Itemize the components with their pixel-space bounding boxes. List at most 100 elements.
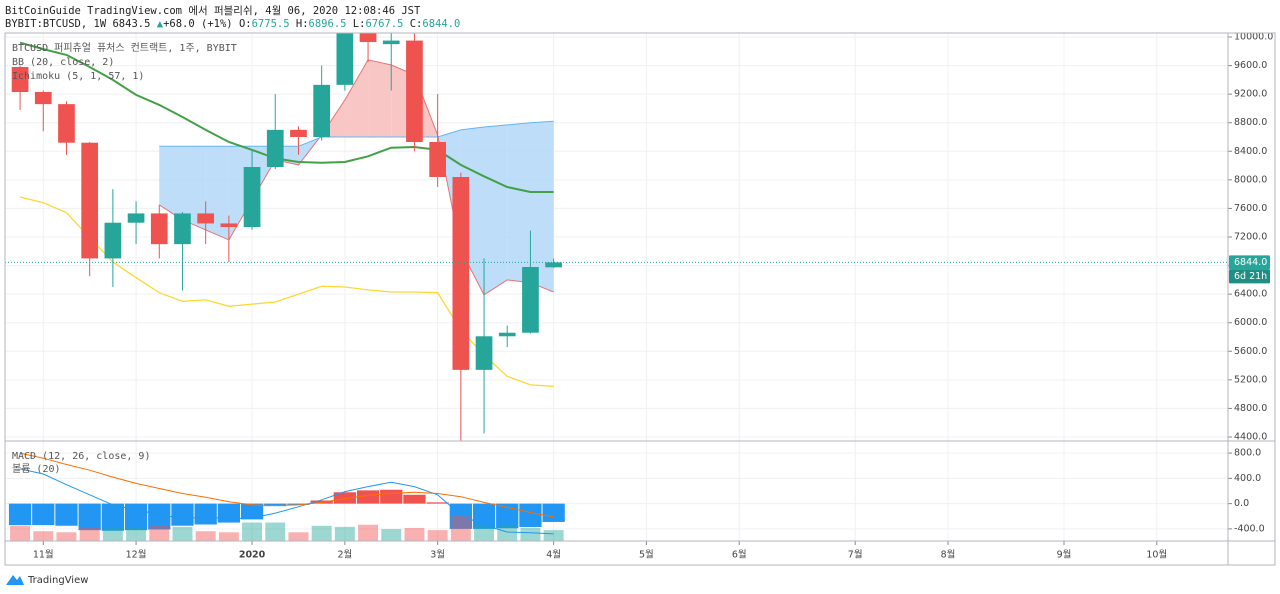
plot-layer: -400.0 0.0 400.0 800.0 11월 12월 2020 2월 3월 4월 5월 6월 7…: [5, 32, 1273, 561]
volume-bar: [497, 525, 518, 541]
histogram-bar: [124, 503, 148, 531]
volume-bar: [149, 525, 170, 541]
histogram-bar: [148, 503, 171, 530]
candle-body: [58, 104, 75, 143]
volume-bar: [102, 526, 123, 541]
volume-bar: [242, 522, 263, 541]
volume-bar: [288, 532, 309, 541]
x-tick-label: 8월: [941, 549, 956, 561]
candle-body: [174, 213, 191, 245]
low-label: L:: [353, 18, 366, 30]
histogram-bar: [240, 503, 264, 520]
volume-bar: [404, 527, 425, 541]
histogram-bar: [194, 503, 217, 525]
candle-body: [81, 142, 99, 259]
countdown-box: [1229, 269, 1270, 284]
y-tick-label: 5200.0: [1234, 374, 1267, 385]
y-tick-label: 9600.0: [1234, 60, 1267, 71]
volume-bar: [33, 531, 54, 541]
histogram-bar: [55, 503, 78, 526]
pane-subtitle: 볼륨 (20): [12, 463, 61, 475]
volume-bar: [543, 530, 564, 541]
x-tick-label: 4월: [546, 549, 561, 561]
x-tick-label: 6월: [732, 549, 747, 561]
candle-body: [313, 84, 331, 137]
indicator-label: Ichimoku (5, 1, 57, 1): [12, 71, 144, 82]
volume-bar: [265, 522, 286, 541]
candle-body: [34, 92, 52, 105]
volume-bar: [474, 525, 495, 541]
histogram-bar: [264, 503, 287, 507]
price-pane: [5, 33, 1228, 441]
y-tick-label: 6000.0: [1234, 317, 1267, 328]
candle-body: [406, 40, 423, 143]
candle-body: [475, 336, 493, 370]
close-value: 6844.0: [422, 18, 460, 30]
logo-icon: [6, 575, 24, 585]
price: 6843.5: [112, 18, 150, 30]
histogram-bar: [403, 494, 426, 504]
volume-bar: [520, 527, 541, 541]
open-value: 6775.5: [252, 18, 290, 30]
candle-body: [429, 142, 446, 177]
volume-bar: [218, 532, 239, 541]
cloud-segment: [368, 59, 392, 137]
volume-bar: [358, 524, 379, 541]
histogram-bar: [380, 489, 403, 504]
candle-body: [150, 213, 168, 245]
histogram-bar: [101, 503, 125, 531]
candle-body: [266, 129, 284, 167]
brand: TradingView: [27, 575, 88, 586]
volume-bar: [79, 527, 100, 541]
open-label: O:: [239, 18, 252, 30]
countdown-label: 6d 21h: [1234, 271, 1267, 282]
y-tick-label: 4400.0: [1234, 432, 1267, 443]
published-line: BitCoinGuide TradingView.com 에서 퍼블리쉬, 4월…: [5, 5, 421, 17]
logo: TradingView: [6, 575, 88, 586]
histogram-bar: [333, 492, 356, 504]
y-tick-label: 7600.0: [1234, 203, 1267, 214]
candle-body: [104, 222, 122, 259]
candle-body: [522, 267, 539, 333]
y-tick-label: 7200.0: [1234, 232, 1267, 243]
low-value: 6767.5: [365, 18, 403, 30]
candle-body: [336, 33, 354, 85]
histogram-bar: [171, 503, 194, 526]
candle-body: [220, 223, 238, 227]
volume-bar: [195, 531, 216, 541]
volume-bar: [427, 530, 448, 541]
y-tick-label: 8400.0: [1234, 146, 1267, 157]
last-price-label: 6844.0: [1234, 257, 1267, 268]
histogram-bar: [78, 503, 101, 531]
volume-bar: [311, 525, 332, 541]
cloud-segment: [484, 124, 508, 295]
frame: [4, 32, 1276, 566]
change: +68.0 (+1%): [163, 18, 233, 30]
arrow: ▲: [157, 18, 164, 30]
y-tick-label: 10000.0: [1234, 32, 1273, 43]
symbol-line: BYBIT:BTCUSD, 1W 6843.5 ▲+68.0 (+1%) O:6…: [5, 18, 460, 30]
candle-body: [290, 129, 307, 137]
pane-title: BTCUSD 퍼피츄얼 퓨처스 컨트랙트, 1주, BYBIT: [12, 42, 237, 54]
indicator-label: BB (20, close, 2): [12, 57, 114, 68]
histogram-bar: [356, 490, 380, 504]
high-value: 6896.5: [309, 18, 347, 30]
indicator-axis: -400.0 0.0 400.0 800.0: [1228, 448, 1265, 534]
histogram-bar: [287, 503, 310, 505]
indicator-pane: [5, 441, 1228, 541]
x-tick-label: 11월: [33, 549, 54, 561]
candle-body: [11, 67, 29, 92]
x-tick-label: 10월: [1146, 549, 1167, 561]
x-tick-label: 9월: [1057, 549, 1072, 561]
y-tick-label: 800.0: [1234, 448, 1261, 459]
cloud-segment: [182, 146, 206, 230]
histogram-bar: [519, 503, 542, 527]
histogram-bar: [426, 502, 449, 504]
symbol: BYBIT:BTCUSD, 1W: [5, 18, 107, 30]
x-tick-label: 2020: [239, 550, 266, 561]
y-tick-label: 5600.0: [1234, 346, 1267, 357]
cloud-segment: [159, 146, 183, 220]
candle-body: [359, 33, 377, 42]
